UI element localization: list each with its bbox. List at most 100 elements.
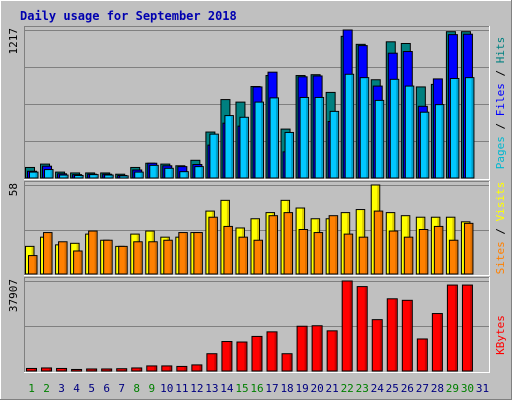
bar-kbytes-day-20 [311,325,323,372]
bar-kbytes-day-29-shade [454,285,457,371]
bar-sites-day-12 [193,232,203,275]
bar-kbytes-day-17-shade [274,332,277,371]
bar-kbytes-day-9-body [146,365,158,372]
bar-sites-day-29-body [448,239,459,275]
bar-sites-day-13-shade [214,217,217,274]
bar-sites-day-2 [43,232,53,275]
bar-pages-day-27 [419,111,430,179]
bar-pages-day-15-shade [245,117,248,178]
x-tick-label-day-12: 12 [190,382,203,395]
bar-kbytes-day-4 [71,368,83,372]
bar-sites-day-29-shade [455,240,458,274]
bar-sites-day-9-body [148,241,158,275]
bar-sites-day-11-shade [184,233,187,274]
bar-kbytes-day-24 [371,319,383,372]
bar-sites-day-7 [118,245,128,275]
bar-pages-day-1-body [29,171,39,179]
bar-kbytes-day-11 [176,365,188,372]
bar-kbytes-day-22 [341,280,353,372]
bar-sites-day-21-shade [335,216,338,274]
bar-sites-day-26-shade [410,237,413,274]
bar-kbytes-day-8-body [131,367,143,372]
bar-kbytes-day-12-shade [199,365,202,371]
bar-pages-day-19-shade [306,97,309,178]
bar-pages-day-28 [434,104,445,179]
bar-kbytes-day-27 [416,338,428,372]
legend-separator: / [494,116,507,136]
bar-sites-day-15 [238,236,248,275]
bar-kbytes-day-21-shade [334,331,337,371]
bar-pages-day-13-shade [215,134,218,178]
bar-pages-day-27-shade [426,112,429,178]
bar-kbytes-day-26-body [401,299,413,372]
bar-pages-day-10-shade [170,168,173,178]
bar-kbytes-day-1-body [26,367,37,372]
bar-sites-day-18-shade [290,213,293,274]
bar-pages-day-9 [149,164,159,179]
bar-sites-day-2-shade [49,233,52,274]
bar-pages-day-1 [29,171,39,179]
bar-sites-day-28-shade [440,226,443,274]
bar-sites-day-24 [373,210,384,275]
bar-pages-day-16-shade [260,102,263,178]
x-tick-label-day-16: 16 [250,382,263,395]
bar-kbytes-day-25-body [386,298,398,372]
bar-pages-day-8-body [134,171,144,179]
bar-pages-day-25-body [389,78,400,179]
bar-sites-day-10-body [163,239,173,275]
bar-sites-day-6-body [103,239,113,275]
bar-kbytes-day-7-body [116,368,128,372]
bar-sites-day-15-body [238,236,248,275]
x-tick-label-day-4: 4 [73,382,80,395]
bar-sites-day-21 [328,215,339,275]
bar-pages-day-5-body [89,174,99,179]
bar-sites-day-24-shade [380,211,383,274]
bar-pages-day-24-body [374,99,385,179]
bar-pages-day-7-body [119,175,129,179]
bar-kbytes-day-12 [191,364,203,372]
bar-pages-day-14-body [224,115,234,179]
bar-pages-day-5-shade [95,175,98,178]
bar-sites-day-11 [178,232,188,275]
x-tick-label-day-24: 24 [371,382,385,395]
bar-sites-day-11-body [178,232,188,275]
bar-sites-day-10 [163,239,173,275]
bar-kbytes-day-16-shade [259,336,262,371]
bar-sites-day-22-shade [350,234,353,274]
bar-kbytes-day-13-shade [214,354,217,371]
bar-pages-day-12-shade [200,167,203,178]
bar-pages-day-19-body [299,96,310,179]
bar-pages-day-3 [59,174,69,179]
bar-kbytes-day-30-body [461,284,473,372]
bar-pages-day-18 [284,131,295,179]
y-axis-max-label: 37907 [7,279,20,312]
bar-kbytes-day-8-shade [139,368,142,371]
panel-3: 37907 KBytes [7,277,507,373]
bar-pages-day-6 [104,174,114,179]
bar-pages-day-22 [344,73,355,179]
bar-sites-day-8 [133,241,143,275]
bar-sites-day-30-body [463,222,474,275]
bar-pages-day-5 [89,174,99,179]
bar-pages-day-3-body [59,174,69,179]
x-tick-label-day-21: 21 [326,382,339,395]
bar-sites-day-8-shade [139,242,142,274]
bar-kbytes-day-3-shade [64,368,67,371]
bar-pages-day-20 [314,96,325,179]
bar-sites-day-24-body [373,210,384,275]
bar-sites-day-13 [208,216,218,275]
bar-kbytes-day-19-shade [304,326,307,371]
bar-sites-day-17-body [268,215,279,275]
x-tick-label-day-2: 2 [43,382,50,395]
bar-sites-day-14 [223,225,233,275]
bar-sites-day-10-shade [169,240,172,274]
bar-pages-day-14-shade [230,116,233,178]
x-axis-day-labels: 1 2 3 4 5 6 7 8 9 10 11 12 13 14 15 16 17 18 19 20 21 22 23 24 2… [28,382,489,395]
bar-sites-day-1 [28,255,38,275]
bar-pages-day-8 [134,171,144,179]
bar-sites-day-19-body [298,229,309,275]
bar-kbytes-day-22-shade [349,281,352,371]
bar-kbytes-day-18-body [281,353,293,372]
bar-pages-day-7 [119,175,129,179]
bar-kbytes-day-28-shade [439,314,442,371]
